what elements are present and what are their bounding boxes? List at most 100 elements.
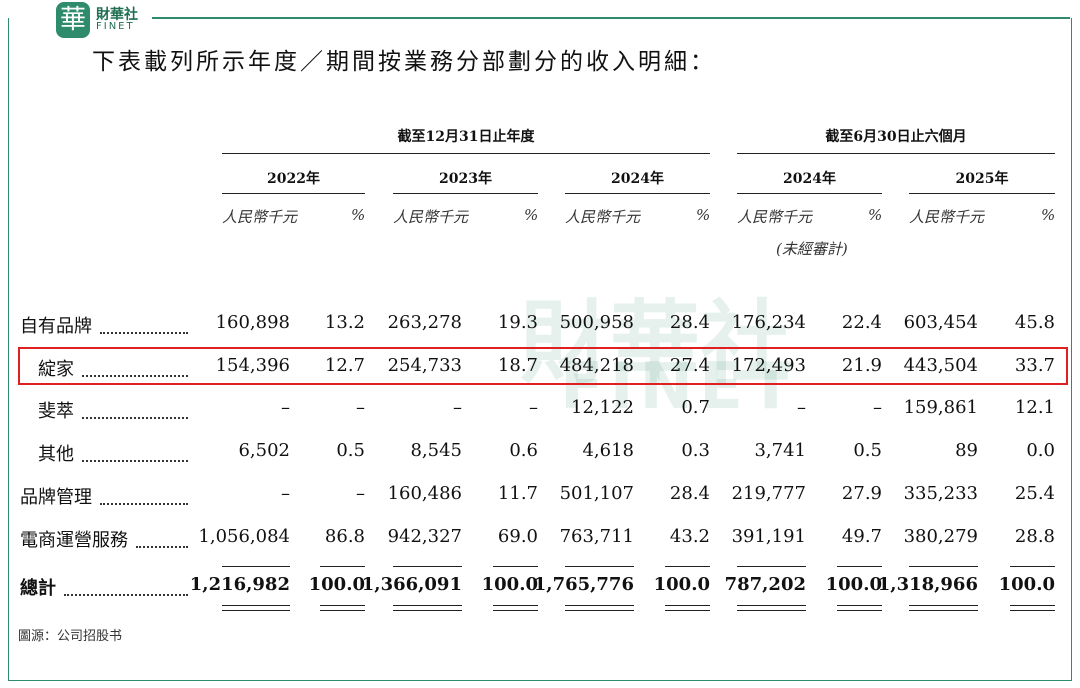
cell: 100.0 — [825, 574, 882, 595]
year-header: 2023年 — [439, 171, 492, 187]
leader-dots — [82, 417, 188, 419]
cell: 3,741 — [754, 440, 806, 461]
cell: 28.8 — [1014, 526, 1055, 547]
year-header: 2024年 — [783, 171, 836, 187]
year-header: 2024年 — [611, 171, 664, 187]
cell: 13.2 — [324, 312, 365, 333]
cell: 263,278 — [387, 312, 462, 333]
cell: 6,502 — [238, 440, 290, 461]
unit-label: 人民幣千元 — [565, 208, 641, 226]
pct-label: % — [524, 206, 539, 224]
cell: – — [873, 397, 882, 418]
total-bottom-rule — [837, 610, 882, 611]
cell: 0.7 — [681, 397, 710, 418]
cell: – — [356, 483, 365, 504]
total-bottom-rule — [1010, 605, 1055, 606]
cell: 160,486 — [387, 483, 462, 504]
unit-label: 人民幣千元 — [222, 208, 298, 226]
cell: 160,898 — [215, 312, 290, 333]
total-top-rule — [320, 566, 365, 567]
header-rule — [737, 153, 1055, 154]
total-top-rule — [909, 566, 978, 567]
cell: 0.6 — [509, 440, 538, 461]
total-bottom-rule — [393, 610, 462, 611]
total-top-rule — [493, 566, 538, 567]
frame — [8, 18, 1072, 681]
cell: 391,191 — [731, 526, 806, 547]
cell: 763,711 — [559, 526, 634, 547]
total-bottom-rule — [665, 605, 710, 606]
cell: 12.7 — [324, 355, 365, 376]
leader-dots — [136, 546, 188, 548]
cell: 176,234 — [731, 312, 806, 333]
row-label: 總計 — [20, 578, 56, 599]
total-bottom-rule — [909, 605, 978, 606]
total-bottom-rule — [1010, 610, 1055, 611]
pct-label: % — [868, 206, 883, 224]
cell: 27.9 — [841, 483, 882, 504]
total-bottom-rule — [393, 605, 462, 606]
row-label: 斐萃 — [38, 401, 74, 422]
total-bottom-rule — [909, 610, 978, 611]
leader-dots — [82, 375, 188, 377]
pct-label: % — [351, 206, 366, 224]
cell: 1,216,982 — [189, 574, 290, 595]
row-label: 綻家 — [38, 359, 74, 380]
total-bottom-rule — [320, 610, 365, 611]
cell: 100.0 — [653, 574, 710, 595]
group-header: 截至12月31日止年度 — [397, 129, 535, 145]
cell: 172,493 — [731, 355, 806, 376]
year-rule — [909, 193, 1055, 194]
cell: 33.7 — [1014, 355, 1055, 376]
year-header: 2022年 — [267, 171, 320, 187]
pct-label: % — [696, 206, 711, 224]
cell: 100.0 — [481, 574, 538, 595]
cell: 254,733 — [387, 355, 462, 376]
cell: 443,504 — [903, 355, 978, 376]
leader-dots — [100, 503, 188, 505]
total-bottom-rule — [222, 605, 290, 606]
cell: – — [281, 397, 290, 418]
cell: 335,233 — [903, 483, 978, 504]
total-bottom-rule — [565, 605, 634, 606]
pct-label: % — [1041, 206, 1056, 224]
cell: 11.7 — [497, 483, 538, 504]
watermark-en: FINET — [560, 350, 799, 424]
cell: 380,279 — [903, 526, 978, 547]
group-header: 截至6月30日止六個月 — [825, 129, 967, 145]
cell: 28.4 — [669, 312, 710, 333]
unaudited-label: (未經審計) — [776, 240, 848, 258]
source: 圖源：公司招股书 — [18, 629, 123, 644]
cell: 154,396 — [215, 355, 290, 376]
leader-dots — [100, 332, 188, 334]
cell: 100.0 — [998, 574, 1055, 595]
total-bottom-rule — [493, 605, 538, 606]
cell: – — [797, 397, 806, 418]
cell: 603,454 — [903, 312, 978, 333]
total-top-rule — [837, 566, 882, 567]
year-rule — [737, 193, 882, 194]
cell: 0.3 — [681, 440, 710, 461]
total-top-rule — [222, 566, 290, 567]
cell: 500,958 — [559, 312, 634, 333]
header-rule — [222, 153, 710, 154]
cell: 219,777 — [731, 483, 806, 504]
year-rule — [393, 193, 538, 194]
cell: 22.4 — [841, 312, 882, 333]
year-rule — [222, 193, 365, 194]
cell: – — [529, 397, 538, 418]
total-top-rule — [393, 566, 462, 567]
top-rule — [152, 17, 1070, 19]
cell: 18.7 — [497, 355, 538, 376]
cell: 0.5 — [853, 440, 882, 461]
cell: 12,122 — [571, 397, 634, 418]
watermark: 財華社 — [520, 290, 790, 396]
total-bottom-rule — [493, 610, 538, 611]
total-top-rule — [665, 566, 710, 567]
row-label: 電商運營服務 — [20, 530, 128, 551]
year-header: 2025年 — [955, 171, 1009, 187]
logo: 華 — [56, 2, 90, 38]
cell: 19.3 — [497, 312, 538, 333]
row-label: 自有品牌 — [20, 316, 92, 337]
